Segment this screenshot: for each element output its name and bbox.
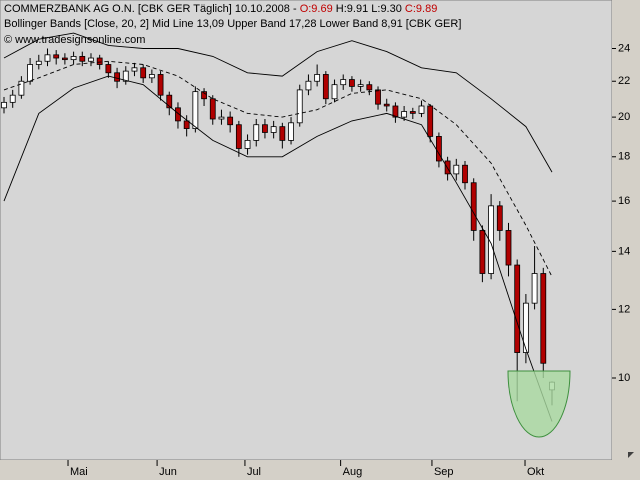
candle-body [209,98,216,120]
candle-body [114,72,120,82]
bollinger-band [3,75,553,422]
x-tick-label: Sep [434,466,454,478]
candle-body [96,57,103,65]
bollinger-band [3,60,553,277]
candle-body [314,74,321,82]
candle-body [366,84,373,91]
y-tick-label: 16 [618,195,630,207]
candle-body [53,54,60,59]
candle-body [105,64,112,74]
candle-body [227,116,234,126]
candle-body [18,80,25,96]
candle-body [375,89,381,105]
candle-body [340,79,347,86]
candle-body [540,273,547,364]
candle-body [462,164,468,184]
candle-body [409,111,416,114]
x-axis-panel [0,460,640,480]
candle-body [253,124,260,141]
candle-body [279,126,286,141]
corner-icon [628,452,634,458]
x-tick-label: Mai [70,466,88,478]
x-tick-label: Okt [527,466,544,478]
candle-body [35,60,42,65]
y-tick-label: 10 [618,372,630,384]
y-tick-label: 20 [618,111,630,123]
highlight-ellipse [507,370,571,438]
candle-body [27,64,33,82]
candle-body [175,107,181,122]
candle-body [70,56,77,61]
candle-body [9,94,16,103]
candle-body [79,56,86,62]
candle-body [166,94,173,109]
copyright: © www.tradesignsonline.com [4,34,145,46]
candle-body [531,273,538,304]
candle-body [522,302,529,353]
candle-body [479,230,486,274]
candle-body [218,116,225,120]
candle-body [201,91,207,100]
marks [1,32,555,422]
candle-body [427,105,434,137]
candle-body [131,67,138,72]
x-tick-label: Jun [159,466,177,478]
candle-body [505,230,512,266]
candle-body [392,105,399,118]
candle-body [122,70,129,82]
candle-body [192,91,199,129]
candle-body [383,103,390,107]
candle-body [514,264,521,353]
candle-body [157,74,164,96]
header-line2: Bollinger Bands [Close, 20, 2] Mid Line … [4,18,461,30]
candle-body [418,105,425,114]
y-tick-label: 14 [618,245,630,257]
candle-body [296,89,303,124]
y-tick-label: 12 [618,303,630,315]
candle-body [140,67,147,79]
bollinger-band [3,32,553,173]
candle-body [262,124,268,133]
candle-body [148,74,155,79]
y-axis-panel [612,0,640,480]
candle-body [322,74,329,100]
y-tick-label: 18 [618,151,630,163]
candle-body [288,122,294,141]
candle-body [44,54,51,62]
candle-body [270,126,277,133]
candle-body [305,80,312,91]
candle-body [183,120,190,129]
candle-body [401,111,408,118]
x-tick-label: Aug [343,466,363,478]
candle-body [1,101,7,109]
header-line1: COMMERZBANK AG O.N. [CBK GER Täglich] 10… [4,3,437,15]
candle-body [496,205,503,231]
candle-body [470,182,477,231]
candle-body [61,57,68,61]
candle-body [235,124,242,149]
y-tick-label: 22 [618,75,630,87]
candle-body [453,164,460,175]
candle-body [244,140,251,149]
x-tick-label: Jul [247,466,261,478]
candle-body [88,57,94,62]
candle-body [357,84,364,87]
candle-body [349,79,355,87]
candle-body [331,84,338,100]
y-tick-label: 24 [618,42,630,54]
